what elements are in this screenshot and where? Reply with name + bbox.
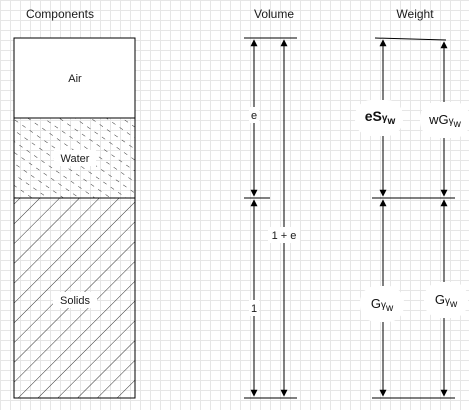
water-weight-right-label: wGγw [428, 112, 462, 130]
air-label-bg [61, 70, 89, 86]
water-weight-left-label-bg [355, 100, 403, 136]
components-header: Components [26, 7, 94, 21]
water-weight-right-label-bg [420, 102, 469, 138]
soil-column-outline [13, 37, 136, 399]
water-weight-left-label: eSγw [365, 108, 396, 127]
solids-weight-right-label-bg [424, 282, 468, 318]
total-volume-label-bg [268, 227, 300, 243]
solids-volume-label-bg [249, 300, 259, 316]
solids-weight-left-label: Gγw [371, 296, 394, 314]
solids-label-bg [53, 292, 97, 308]
voids-volume-label-bg [249, 107, 259, 123]
components-column: Air Water Solids [13, 37, 136, 399]
air-label: Air [68, 73, 82, 85]
solids-volume-label: 1 [251, 303, 257, 315]
total-volume-label: 1 + e [272, 230, 297, 242]
weight-top-line [374, 37, 447, 41]
volume-header: Volume [254, 7, 294, 21]
water-label: Water [61, 153, 90, 165]
solids-label: Solids [60, 295, 90, 307]
weight-header: Weight [396, 7, 434, 21]
solids-weight-right-label: Gγw [435, 292, 458, 310]
weight-column: eSγw wGγw Gγw Gγw [355, 37, 469, 399]
water-label-bg [54, 150, 96, 166]
voids-volume-label: e [251, 110, 257, 122]
volume-column: e 1 + e 1 [244, 37, 300, 399]
solids-weight-left-label-bg [360, 286, 404, 322]
